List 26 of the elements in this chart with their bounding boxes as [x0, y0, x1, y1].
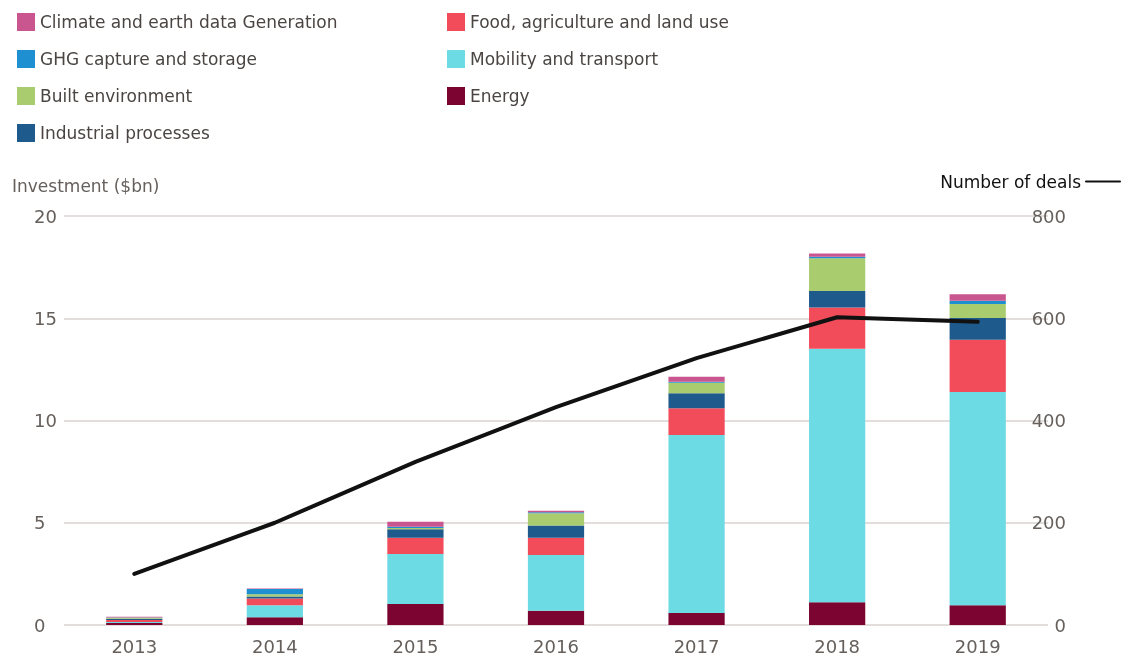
y2-tick-label: 600 — [1031, 307, 1066, 329]
y-tick-label: 0 — [34, 614, 46, 636]
y-axis-title: Investment ($bn) — [12, 175, 160, 196]
legend-label: Industrial processes — [40, 123, 210, 143]
legend-label: Food, agriculture and land use — [470, 12, 729, 32]
text: Number of deals — [940, 171, 1082, 192]
y2-tick-label: 800 — [1031, 205, 1066, 227]
legend-label: Built environment — [40, 86, 193, 106]
legend-label: Energy — [470, 86, 530, 106]
x-tick-label: 2019 — [954, 635, 1001, 657]
legend-label: Climate and earth data Generation — [40, 12, 338, 32]
y-tick-label: 5 — [34, 512, 46, 534]
y2-tick-label: 400 — [1031, 410, 1066, 431]
legend-label: GHG capture and storage — [40, 49, 257, 69]
x-tick-label: 2015 — [392, 635, 439, 657]
y-tick-label: 15 — [34, 307, 57, 329]
x-tick-label: 2016 — [533, 635, 579, 657]
y2-tick-label: 200 — [1031, 512, 1066, 534]
y-tick-label: 10 — [34, 410, 57, 431]
y2-tick-label: 0 — [1054, 614, 1066, 636]
x-tick-label: 2013 — [111, 635, 158, 657]
legend-label: Mobility and transport — [470, 49, 659, 69]
x-tick-label: 2014 — [251, 635, 298, 657]
x-tick-label: 2018 — [814, 635, 861, 657]
x-tick-label: 2017 — [673, 635, 720, 657]
y-tick-label: 20 — [34, 205, 57, 227]
